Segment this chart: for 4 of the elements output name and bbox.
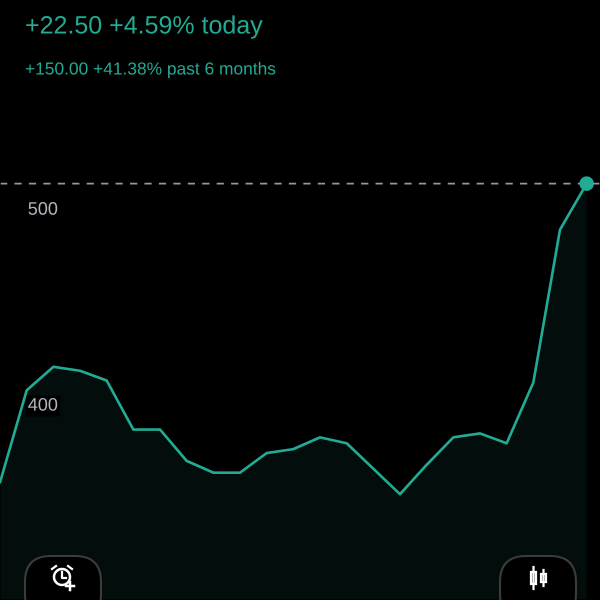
chart-subtitle: +150.00 +41.38% past 6 months <box>26 62 276 78</box>
chart-title: +22.50 +4.59% today <box>26 15 263 39</box>
y-tick-label: 400 <box>28 398 58 411</box>
y-tick-label: 500 <box>28 202 58 215</box>
